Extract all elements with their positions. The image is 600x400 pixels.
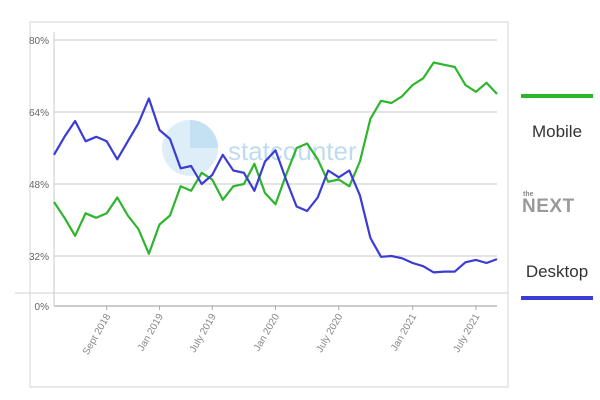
brand-small-text: the bbox=[523, 191, 534, 198]
y-tick-label: 32% bbox=[29, 252, 49, 263]
grid-layer bbox=[15, 32, 508, 307]
chart-frame bbox=[29, 21, 509, 388]
series-line-mobile bbox=[53, 61, 498, 255]
series-line-desktop bbox=[53, 97, 498, 274]
legend-mobile-label: Mobile bbox=[531, 122, 583, 141]
y-tick-label: 64% bbox=[29, 108, 49, 119]
y-tick-label: 48% bbox=[29, 180, 49, 191]
watermark-logo-segment-icon bbox=[190, 120, 218, 148]
the-next-web-logo: the NEXT bbox=[522, 191, 575, 214]
y-axis-ticks: 0% 32% 48% 64% 80% bbox=[29, 36, 49, 313]
watermark-text: statcounter bbox=[228, 136, 357, 166]
brand-main-text: NEXT bbox=[522, 196, 575, 214]
y-tick-label: 0% bbox=[35, 302, 50, 313]
series-layer bbox=[53, 61, 498, 274]
watermark-logo-icon bbox=[162, 120, 218, 176]
y-tick-label: 80% bbox=[29, 36, 49, 47]
legend-mobile-swatch bbox=[521, 94, 593, 98]
legend-desktop-swatch bbox=[521, 296, 593, 300]
legend-desktop-label: Desktop bbox=[525, 262, 589, 281]
